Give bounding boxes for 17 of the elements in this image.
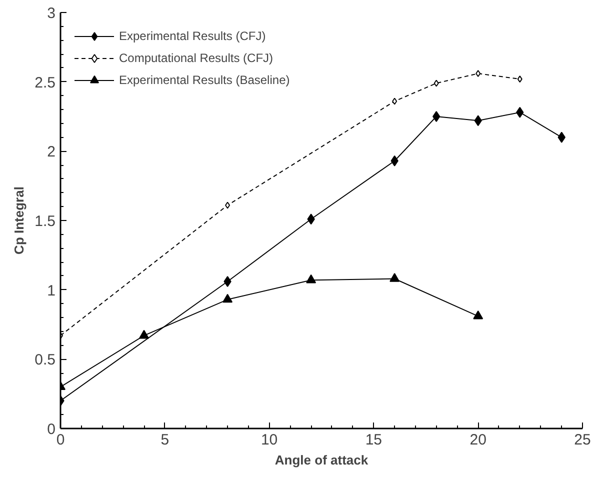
y-tick-label: 1.5 bbox=[34, 213, 56, 230]
x-tick-label: 10 bbox=[260, 432, 278, 448]
y-tick-label: 1 bbox=[47, 282, 56, 300]
y-tick-label: 0.5 bbox=[34, 352, 56, 369]
x-tick-label: 20 bbox=[470, 432, 486, 448]
legend-label: Experimental Results (Baseline) bbox=[119, 73, 290, 87]
y-tick-label: 2 bbox=[47, 144, 56, 161]
x-tick-label: 15 bbox=[365, 432, 382, 448]
y-tick-label: 0 bbox=[47, 421, 56, 438]
legend-label: Computational Results (CFJ) bbox=[119, 51, 274, 65]
y-tick-label: 3 bbox=[47, 5, 56, 22]
x-tick-label: 5 bbox=[160, 432, 170, 448]
y-tick-label: 2.5 bbox=[34, 74, 56, 92]
x-tick-label: 25 bbox=[574, 432, 591, 448]
x-axis-title: Angle of attack bbox=[274, 452, 369, 468]
legend-label: Experimental Results (CFJ) bbox=[119, 29, 266, 43]
y-axis-title: Cp Integral bbox=[12, 186, 27, 254]
